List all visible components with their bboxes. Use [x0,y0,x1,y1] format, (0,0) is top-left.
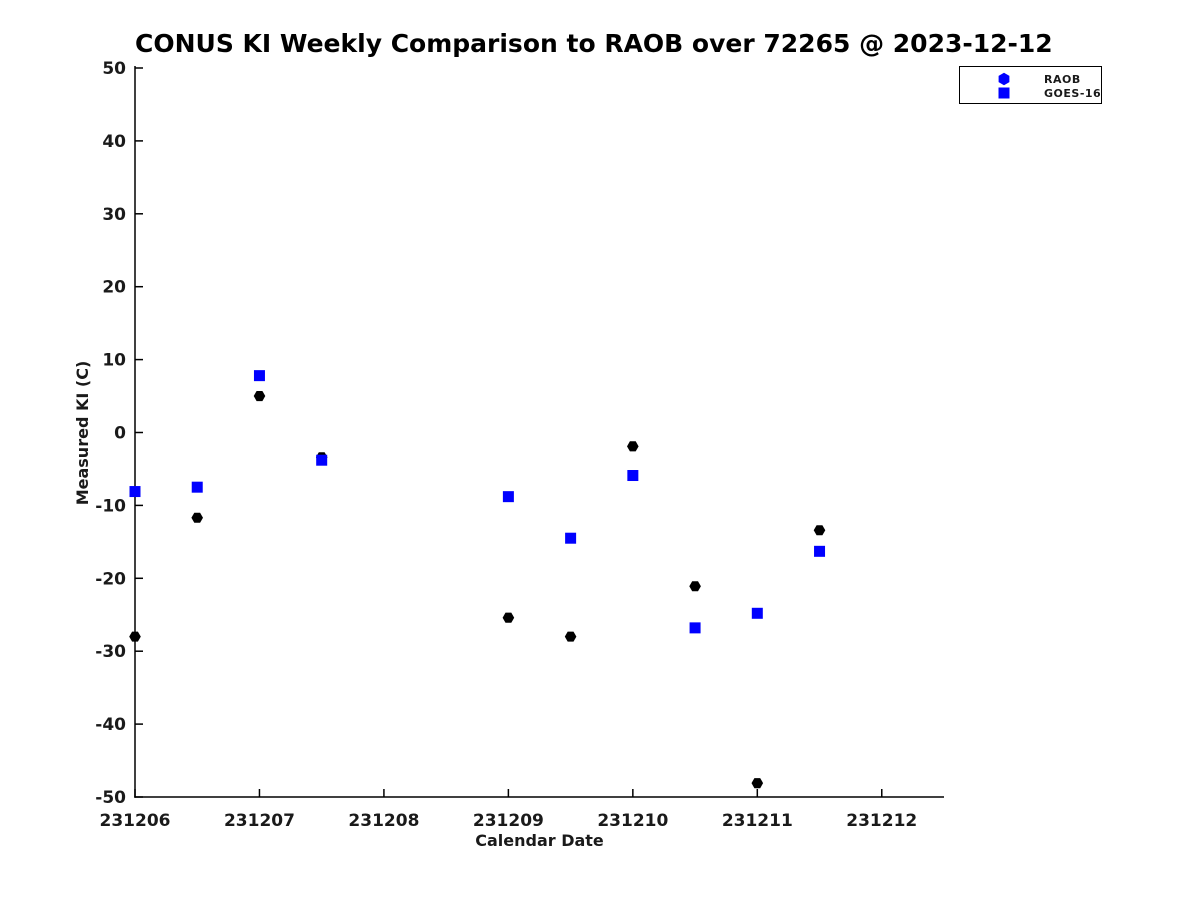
y-tick-label: 40 [102,132,126,152]
raob-point [627,441,639,452]
goes16-square-marker-icon [998,87,1010,99]
y-axis-label: Measured KI (C) [73,360,92,506]
goes16-point [689,622,701,634]
legend-label-goes16: GOES-16 [1044,86,1102,100]
legend-box: RAOB GOES-16 [959,66,1102,104]
goes16-point [253,370,265,382]
goes16-point [502,491,514,503]
y-tick-label: 10 [102,351,126,371]
goes16-point [129,486,141,498]
goes16-square-marker-shape [998,87,1010,99]
goes16-point [316,454,328,466]
y-tick-label: 50 [102,59,126,79]
legend-item-raob: RAOB [960,72,1101,86]
raob-point [813,525,826,536]
x-tick-label: 231212 [846,811,917,831]
legend-item-goes16: GOES-16 [960,86,1101,100]
raob-hexagon-marker-shape [998,72,1010,86]
x-tick-label: 231208 [348,811,419,831]
y-tick-label: -50 [95,788,126,808]
legend-label-raob: RAOB [1044,72,1081,86]
x-axis-label: Calendar Date [475,831,604,850]
goes16-point [814,545,826,557]
y-tick-label: -20 [95,569,126,589]
raob-point [129,631,141,642]
raob-point [564,631,577,642]
raob-point [502,612,515,623]
y-tick-label: 0 [114,424,126,444]
y-tick-label: -10 [95,496,126,516]
raob-point [689,581,701,592]
y-tick-label: 20 [102,278,126,298]
raob-point [751,778,764,789]
goes16-point [565,532,577,544]
raob-point [253,391,266,402]
raob-hexagon-marker-icon [998,72,1010,86]
x-tick-label: 231209 [473,811,544,831]
x-tick-label: 231210 [597,811,668,831]
x-tick-label: 231211 [722,811,793,831]
y-tick-label: -40 [95,715,126,735]
goes16-point [191,481,203,493]
x-tick-label: 231206 [100,811,171,831]
chart-title: CONUS KI Weekly Comparison to RAOB over … [135,29,1053,58]
goes16-point [751,607,763,619]
y-tick-label: 30 [102,205,126,225]
x-tick-label: 231207 [224,811,295,831]
y-tick-label: -30 [95,642,126,662]
raob-point [191,512,203,523]
goes16-point [627,470,639,482]
